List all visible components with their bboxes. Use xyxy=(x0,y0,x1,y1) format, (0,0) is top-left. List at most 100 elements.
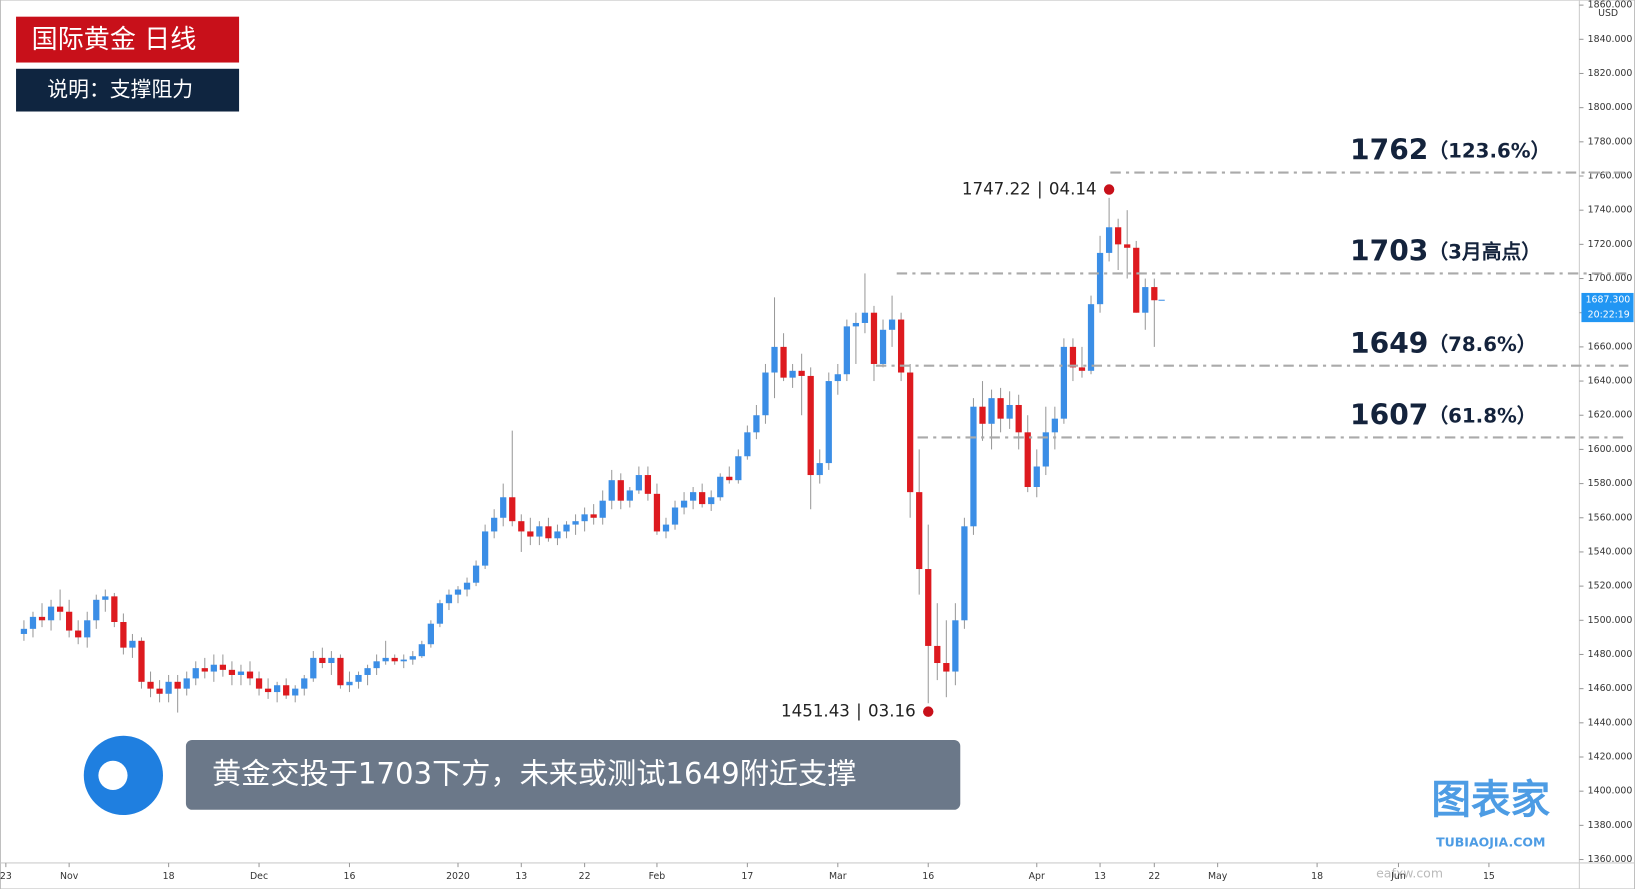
candle-body xyxy=(1006,404,1013,419)
candle-body xyxy=(1015,404,1022,433)
candle-body xyxy=(509,497,516,522)
candle-body xyxy=(879,329,887,364)
candle-body xyxy=(979,406,986,424)
message-box xyxy=(185,739,961,810)
candle-body xyxy=(454,589,462,595)
level-value: 1703 xyxy=(1350,235,1428,268)
candle-body xyxy=(337,657,344,686)
candle-body xyxy=(328,657,335,664)
y-tick-label: 1560.000 xyxy=(1588,512,1633,523)
candle-body xyxy=(66,611,73,631)
y-tick-label: 1400.000 xyxy=(1588,786,1633,797)
candle-body xyxy=(897,319,905,373)
y-tick-label: 1720.000 xyxy=(1588,239,1633,250)
y-tick-label: 1620.000 xyxy=(1588,410,1633,421)
candle-body xyxy=(165,681,172,694)
candle-body xyxy=(735,456,742,481)
candle-body xyxy=(780,346,787,378)
candle-body xyxy=(1042,432,1049,467)
avatar-icon-detail xyxy=(98,760,128,790)
candle-body xyxy=(934,645,941,664)
y-tick-label: 1820.000 xyxy=(1588,68,1633,79)
candle-body xyxy=(373,661,380,669)
candle-body xyxy=(626,490,633,501)
x-tick-label: Dec xyxy=(250,871,268,882)
candle-body xyxy=(753,415,760,433)
candle-body xyxy=(554,531,561,539)
candle-body xyxy=(852,322,860,327)
currency: USD xyxy=(1598,8,1618,19)
candle-body xyxy=(925,569,932,646)
candle-body xyxy=(183,678,190,689)
x-tick-label: 17 xyxy=(741,871,753,882)
candle-body xyxy=(689,492,697,501)
candle-body xyxy=(807,375,814,476)
candle-body xyxy=(907,372,914,493)
level-note: （78.6%） xyxy=(1428,332,1536,355)
candle-body xyxy=(75,630,82,638)
candle-body xyxy=(274,685,281,693)
annotation-dot xyxy=(1103,184,1115,195)
y-tick-label: 1500.000 xyxy=(1588,615,1633,626)
level-note: （123.6%） xyxy=(1428,139,1550,162)
x-tick-label: 15 xyxy=(1483,871,1495,882)
candle-body xyxy=(816,463,823,476)
x-tick-label: 16 xyxy=(344,871,356,882)
candle-body xyxy=(400,659,407,662)
candle-body xyxy=(545,526,552,539)
candle-body xyxy=(726,476,733,481)
annotation-date: 03.16 xyxy=(868,701,916,720)
candle-body xyxy=(463,582,471,590)
y-tick-label: 1780.000 xyxy=(1588,136,1633,147)
level-value: 1649 xyxy=(1350,327,1428,360)
candle-body xyxy=(201,668,208,672)
message: 黄金交投于1703下方，未来或测试1649附近支撑 xyxy=(212,756,856,790)
y-tick-label: 1580.000 xyxy=(1588,478,1633,489)
x-tick-label: May xyxy=(1208,871,1228,882)
candle-body xyxy=(1033,466,1040,488)
candle-body xyxy=(355,674,362,682)
candle-body xyxy=(47,606,55,621)
candle-body xyxy=(617,480,624,501)
last-price-box xyxy=(1581,292,1634,323)
candle-body xyxy=(1124,244,1131,248)
candle-body xyxy=(952,620,959,672)
y-tick-label: 1540.000 xyxy=(1588,546,1633,557)
x-tick-label: 23 xyxy=(0,871,12,882)
level-label: 1762（123.6%） xyxy=(1350,134,1550,167)
candle-body xyxy=(84,620,91,638)
level-note: （61.8%） xyxy=(1428,404,1536,427)
candle-body xyxy=(943,663,950,672)
y-tick-label: 1740.000 xyxy=(1588,205,1633,216)
candle-body xyxy=(680,500,688,508)
footer-url: eafxw.com xyxy=(1376,866,1443,881)
y-tick-label: 1840.000 xyxy=(1588,34,1633,45)
x-tick-label: 13 xyxy=(515,871,527,882)
candle-body xyxy=(762,372,769,416)
candle-body xyxy=(228,669,236,675)
annotation-sep: | xyxy=(1037,179,1043,198)
candle-body xyxy=(219,664,227,670)
candle-body xyxy=(518,521,525,532)
candle-body xyxy=(20,628,28,634)
candle-body xyxy=(861,312,869,323)
candle-body xyxy=(500,497,507,518)
x-tick-label: Jun xyxy=(1390,871,1406,882)
annotation-value: 1747.22 xyxy=(962,179,1031,198)
candle-body xyxy=(138,640,145,682)
candle-body xyxy=(409,656,416,660)
candle-body xyxy=(56,606,64,612)
y-tick-label: 1480.000 xyxy=(1588,649,1633,660)
candle-body xyxy=(427,623,434,645)
candle-body xyxy=(1069,346,1077,368)
y-tick-label: 1520.000 xyxy=(1588,581,1633,592)
chart-subtitle: 说明：支撑阻力 xyxy=(47,78,193,102)
candle-body xyxy=(237,671,245,675)
level-label: 1703（3月高点） xyxy=(1350,235,1541,268)
candle-body xyxy=(491,517,498,532)
x-tick-label: 18 xyxy=(163,871,175,882)
candle-body xyxy=(418,644,425,657)
y-tick-label: 1360.000 xyxy=(1588,854,1633,865)
candle-body xyxy=(843,326,850,375)
